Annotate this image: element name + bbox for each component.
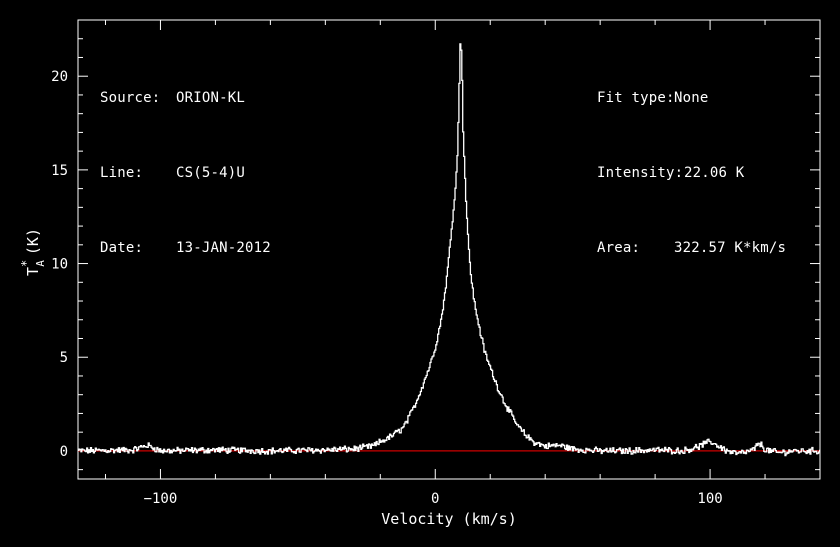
intensity-value: 22.06 K	[684, 165, 745, 181]
intensity-label: Intensity:	[597, 165, 684, 181]
x-tick-label: 100	[697, 491, 722, 507]
line-value: CS(5-4)U	[176, 165, 246, 181]
y-axis-title-unit: (K)	[24, 228, 42, 255]
svg-text:T*A(K): T*A (K)	[19, 228, 47, 276]
y-tick-label: 20	[51, 69, 68, 85]
line-row: Line: CS(5-4)U	[100, 161, 271, 186]
fit-type-value: None	[674, 90, 709, 106]
source-value: ORION-KL	[176, 90, 246, 106]
y-axis-title: T*A (K)	[19, 228, 47, 276]
y-tick-label: 10	[51, 257, 68, 273]
date-value: 13-JAN-2012	[176, 240, 271, 256]
x-tick-label: 0	[431, 491, 439, 507]
y-axis-title-main: T	[24, 267, 42, 276]
axis-tick-labels: −100 0 100 0 5 10 15 20	[51, 69, 723, 507]
y-axis-title-sup: *	[19, 260, 33, 267]
fit-type-label: Fit type:	[597, 90, 675, 106]
fit-type-row: Fit type:None	[597, 86, 786, 111]
info-right-block: Fit type:None Intensity:22.06 K Area: 322…	[597, 36, 786, 286]
y-tick-label: 0	[60, 444, 68, 460]
intensity-row: Intensity:22.06 K	[597, 161, 786, 186]
area-label: Area:	[597, 240, 641, 256]
x-axis-title: Velocity (km/s)	[381, 510, 516, 528]
date-row: Date: 13-JAN-2012	[100, 236, 271, 261]
date-label: Date:	[100, 240, 144, 256]
info-left-block: Source: ORION-KL Line: CS(5-4)U Date: 13-JA…	[100, 36, 271, 286]
y-tick-label: 5	[60, 350, 68, 366]
y-axis-title-sub: A	[34, 260, 47, 267]
spectrum-line	[78, 43, 821, 457]
x-tick-label: −100	[144, 491, 178, 507]
area-value: 322.57 K*km/s	[674, 240, 787, 256]
source-label: Source:	[100, 90, 161, 106]
y-tick-label: 15	[51, 163, 68, 179]
plot-frame	[77, 19, 821, 480]
line-label: Line:	[100, 165, 144, 181]
area-row: Area: 322.57 K*km/s	[597, 236, 786, 261]
axis-ticks	[78, 20, 821, 479]
source-row: Source: ORION-KL	[100, 86, 271, 111]
